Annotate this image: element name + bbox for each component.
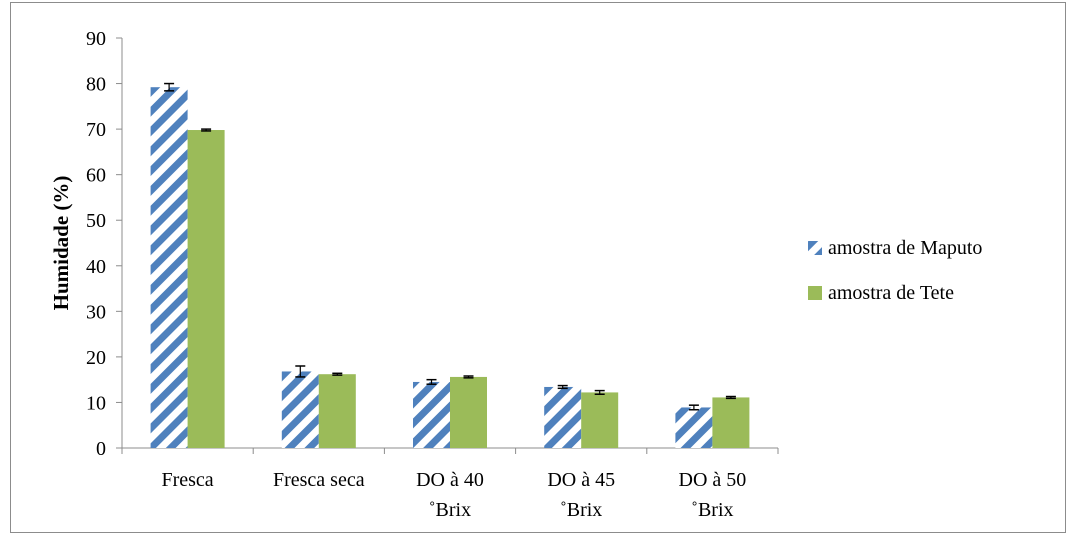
- legend-swatch: [808, 241, 822, 255]
- error-bar: [688, 404, 699, 411]
- bar-amostra-de-tete: [318, 374, 356, 448]
- error-bar: [426, 378, 437, 385]
- error-bar: [201, 128, 212, 132]
- bars: [150, 87, 750, 448]
- y-tick-label: 0: [96, 438, 106, 460]
- axes: [116, 37, 779, 454]
- bar-amostra-de-maputo: [413, 381, 450, 448]
- legend-label: amostra de Tete: [828, 282, 954, 304]
- x-tick-label-line: ˚Brix: [429, 499, 471, 521]
- bar-amostra-de-maputo: [544, 386, 582, 448]
- x-tick-label-line: DO à 50: [679, 469, 747, 491]
- y-tick-label: 10: [86, 392, 106, 414]
- y-tick-label: 80: [86, 74, 106, 96]
- bar-amostra-de-tete: [187, 130, 225, 448]
- y-tick-label: 30: [86, 301, 106, 323]
- x-tick-label: DO à 50 ˚Brix: [679, 469, 747, 521]
- bar-amostra-de-tete: [581, 392, 619, 448]
- y-tick-label: 70: [86, 119, 106, 141]
- bar-amostra-de-tete: [450, 376, 487, 448]
- y-axis-label: Humidade (%): [49, 176, 73, 311]
- x-tick-label: Fresca seca: [273, 469, 365, 491]
- chart-frame: [10, 2, 1066, 533]
- x-tick-label-line: Fresca: [161, 469, 213, 491]
- error-bar: [295, 365, 306, 378]
- y-tick-label: 50: [86, 210, 106, 232]
- y-tick-label: 60: [86, 165, 106, 187]
- legend-swatch: [808, 286, 822, 300]
- x-tick-label-line: ˚Brix: [691, 499, 733, 521]
- x-tick-label: DO à 45 ˚Brix: [547, 469, 615, 521]
- bar-amostra-de-tete: [712, 397, 750, 448]
- bar-amostra-de-maputo: [281, 371, 319, 448]
- error-bar: [463, 375, 474, 379]
- legend: amostra de Maputo amostra de Tete: [808, 237, 982, 304]
- y-tick-label: 90: [86, 28, 106, 50]
- error-bar: [557, 384, 568, 390]
- legend-label: amostra de Maputo: [828, 237, 982, 259]
- bar-amostra-de-maputo: [150, 87, 188, 448]
- x-tick-label-line: ˚Brix: [560, 499, 602, 521]
- error-bar: [164, 82, 175, 92]
- x-tick-label: DO à 40 ˚Brix: [416, 469, 484, 521]
- x-tick-label-line: DO à 40: [416, 469, 484, 491]
- y-tick-label: 40: [86, 256, 106, 278]
- bar-amostra-de-maputo: [675, 407, 713, 448]
- error-bar: [725, 395, 736, 400]
- y-tick-label: 20: [86, 347, 106, 369]
- x-tick-label-line: DO à 45: [547, 469, 615, 491]
- x-tick-label: Fresca: [161, 469, 213, 491]
- x-tick-label-line: Fresca seca: [273, 469, 365, 491]
- error-bar: [594, 389, 605, 395]
- error-bars: [164, 82, 736, 411]
- tick-labels: 0 10 20 30 40 50 60 70 80 90 Fresca Fresca seca DO à…: [86, 28, 746, 521]
- error-bar: [332, 372, 343, 376]
